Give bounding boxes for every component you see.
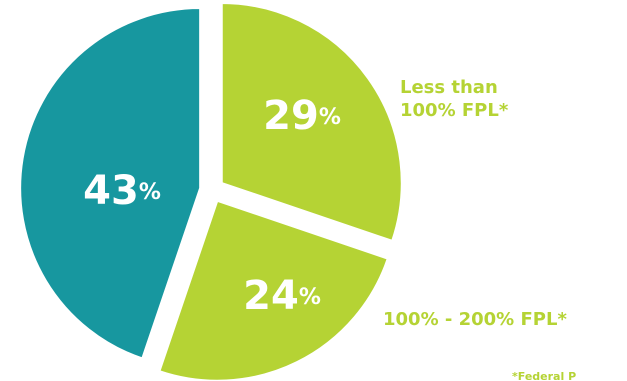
category-label: Less than 100% FPL*: [400, 77, 509, 121]
pie-slice: [158, 199, 390, 381]
value-label: 43%: [83, 168, 161, 214]
footnote: *Federal P: [512, 370, 577, 381]
value-label: 24%: [243, 273, 321, 319]
category-label: 100% - 200% FPL*: [383, 309, 567, 330]
pie-slice: [19, 7, 202, 360]
value-label: 29%: [263, 93, 341, 139]
pie-slice: [220, 2, 403, 243]
